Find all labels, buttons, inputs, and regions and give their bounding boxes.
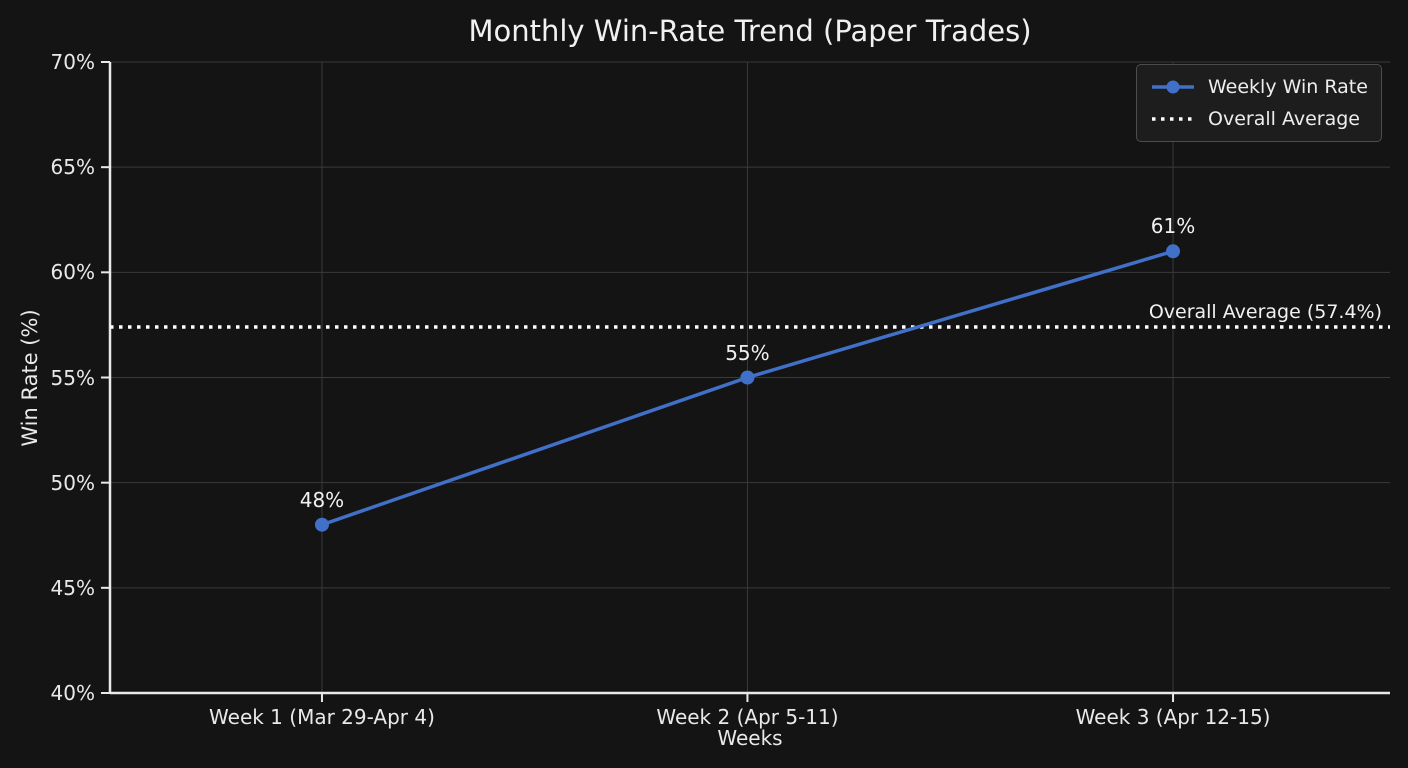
data-point-marker [314, 517, 329, 532]
legend-label: Weekly Win Rate [1208, 76, 1368, 98]
x-tick-label: Week 1 (Mar 29-Apr 4) [209, 705, 435, 729]
y-tick-label: 55% [50, 365, 95, 390]
legend-entry-weekly-win-rate: Weekly Win Rate [1150, 74, 1368, 100]
legend-entry-overall-average: Overall Average [1150, 106, 1368, 132]
legend-label: Overall Average [1208, 108, 1360, 130]
y-tick-label: 60% [50, 260, 95, 285]
y-tick-label: 45% [50, 575, 95, 600]
x-tick-label: Week 3 (Apr 12-15) [1075, 705, 1271, 729]
y-tick-label: 65% [50, 155, 95, 180]
point-value-label: 61% [1150, 214, 1196, 239]
point-value-label: 48% [299, 487, 345, 512]
y-tick-label: 70% [50, 50, 95, 74]
x-tick-label: Week 2 (Apr 5-11) [656, 705, 839, 729]
data-point-marker [740, 370, 755, 385]
y-tick-label: 50% [50, 470, 95, 495]
chart-title: Monthly Win-Rate Trend (Paper Trades) [468, 14, 1032, 48]
dotted-line-icon [1152, 117, 1194, 121]
solid-line-marker-icon [1152, 80, 1194, 94]
data-point-marker [1166, 244, 1181, 259]
point-value-label: 55% [725, 340, 770, 365]
y-tick-label: 40% [50, 681, 95, 705]
y-axis-label: Win Rate (%) [18, 309, 42, 447]
average-line-annotation: Overall Average (57.4%) [1148, 301, 1382, 323]
x-axis-label: Weeks [717, 726, 783, 750]
legend: Weekly Win Rate Overall Average [1136, 64, 1382, 142]
